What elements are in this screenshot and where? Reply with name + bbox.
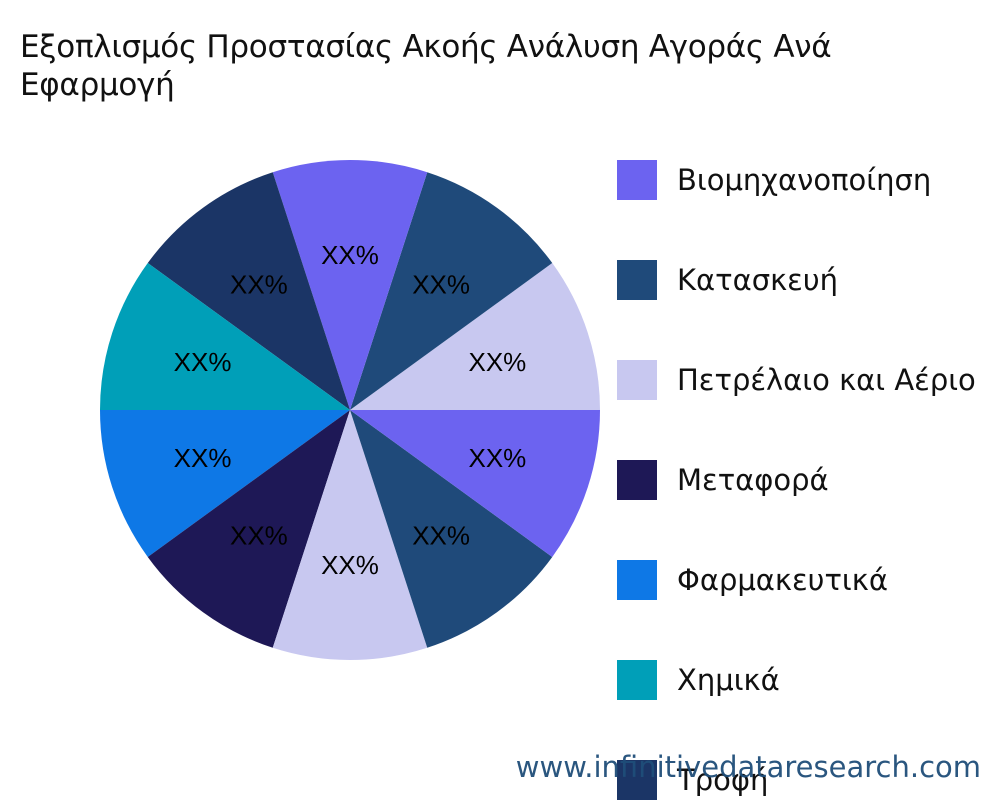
watermark-link[interactable]: www.infinitivedataresearch.com: [515, 750, 981, 784]
pie-slice[interactable]: [272, 410, 428, 660]
pie-slice[interactable]: [272, 160, 428, 410]
legend-swatch: [617, 560, 657, 600]
legend-swatch: [617, 760, 657, 800]
pie-slice[interactable]: [350, 172, 553, 410]
slice-percent-label: XX%: [230, 270, 288, 300]
slice-percent-label: XX%: [174, 443, 232, 473]
legend-label: Βιομηχανοποίηση: [677, 163, 932, 197]
pie-slice[interactable]: [350, 410, 553, 648]
pie-slice[interactable]: [147, 410, 350, 648]
chart-title: Εξοπλισμός Προστασίας Ακοής Ανάλυση Αγορ…: [20, 29, 832, 103]
slice-percent-label: XX%: [469, 443, 527, 473]
pie-slice[interactable]: [100, 263, 350, 410]
pie-slice-labels: XX% XX% XX% XX% XX% XX% XX% XX% XX% XX%: [174, 240, 527, 580]
legend-label: Φαρμακευτικά: [677, 563, 888, 597]
legend-item[interactable]: Πετρέλαιο και Αέριο: [617, 360, 997, 400]
slice-percent-label: XX%: [174, 347, 232, 377]
legend-item[interactable]: Βιομηχανοποίηση: [617, 160, 997, 200]
legend-item[interactable]: Μεταφορά: [617, 460, 997, 500]
legend-swatch: [617, 660, 657, 700]
slice-percent-label: XX%: [412, 520, 470, 550]
legend-swatch: [617, 360, 657, 400]
pie-slice[interactable]: [350, 410, 600, 557]
pie-slice[interactable]: [100, 410, 350, 557]
legend-item[interactable]: Τροφή: [617, 760, 997, 800]
legend-label: Πετρέλαιο και Αέριο: [677, 363, 976, 397]
pie-slices: [100, 160, 600, 660]
slice-percent-label: XX%: [321, 550, 379, 580]
legend-label: Χημικά: [677, 663, 780, 697]
slice-percent-label: XX%: [230, 520, 288, 550]
legend-swatch: [617, 260, 657, 300]
legend-item[interactable]: Χημικά: [617, 660, 997, 700]
slice-percent-label: XX%: [412, 270, 470, 300]
legend-label: Κατασκευή: [677, 263, 839, 297]
legend-label: Μεταφορά: [677, 463, 829, 497]
slice-percent-label: XX%: [469, 347, 527, 377]
legend-label: Τροφή: [677, 763, 769, 797]
pie-slice[interactable]: [350, 263, 600, 410]
legend-swatch: [617, 460, 657, 500]
legend-item[interactable]: Κατασκευή: [617, 260, 997, 300]
slice-percent-label: XX%: [321, 240, 379, 270]
pie-slice[interactable]: [147, 172, 350, 410]
legend-item[interactable]: Φαρμακευτικά: [617, 560, 997, 600]
legend-swatch: [617, 160, 657, 200]
